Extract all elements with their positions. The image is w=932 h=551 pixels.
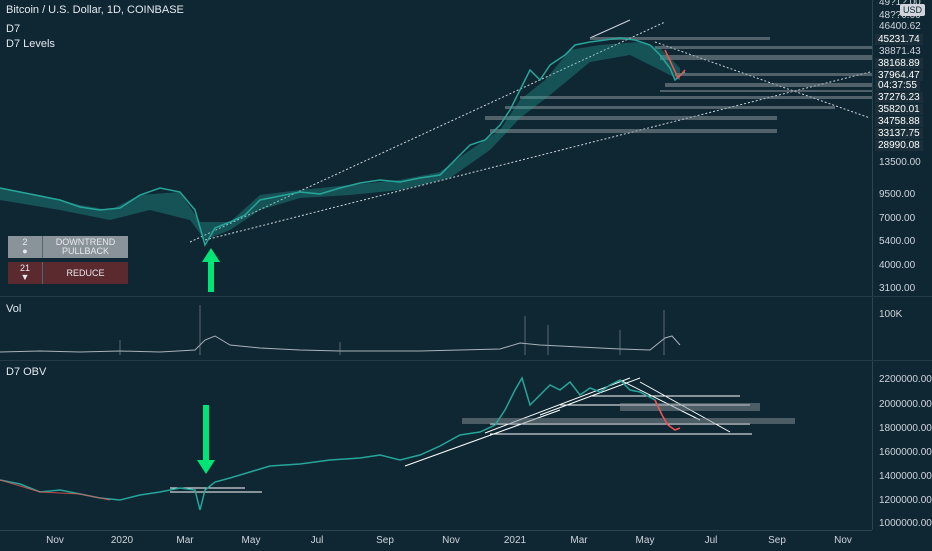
obv-levels bbox=[462, 403, 795, 424]
obv-tick: 1400000.00 bbox=[879, 471, 932, 482]
price-axis[interactable]: 49?1?.00 48??0.00 46400.62 45231.74 3887… bbox=[872, 0, 932, 296]
volume-ma bbox=[0, 335, 681, 353]
price-tick: 5400.00 bbox=[879, 236, 916, 247]
signal-row: 21 ▼ REDUCE bbox=[8, 262, 128, 284]
signal-marker: ● bbox=[22, 246, 28, 256]
time-tick: Jul bbox=[310, 535, 324, 546]
indicator-d7-levels[interactable]: D7 Levels bbox=[6, 38, 55, 50]
price-tag: 34758.88 bbox=[875, 116, 923, 127]
signal-label: REDUCE bbox=[66, 267, 105, 278]
price-series bbox=[0, 37, 686, 247]
time-tick: 2021 bbox=[503, 535, 527, 546]
price-tag: 38168.89 bbox=[875, 58, 923, 69]
indicator-d7[interactable]: D7 bbox=[6, 23, 21, 35]
obv-pane[interactable] bbox=[0, 361, 872, 530]
time-tick: Sep bbox=[768, 535, 786, 546]
obv-tick: 1000000.00 bbox=[879, 518, 932, 529]
price-tag: 45231.74 bbox=[875, 34, 923, 45]
obv-tick: 1800000.00 bbox=[879, 423, 932, 434]
price-tick: 49?1?.00 bbox=[879, 0, 921, 8]
obv-series bbox=[0, 376, 663, 511]
price-tick: 7000.00 bbox=[879, 213, 916, 224]
price-tick: 48??0.00 bbox=[879, 10, 921, 21]
signal-marker: ▼ bbox=[20, 272, 30, 282]
volume-label[interactable]: Vol bbox=[6, 303, 22, 315]
time-tick: 2020 bbox=[110, 535, 134, 546]
obv-tick: 1600000.00 bbox=[879, 447, 932, 458]
price-tick: 13500.00 bbox=[879, 157, 921, 168]
down-arrow-marker bbox=[197, 405, 215, 474]
price-tag: 35820.01 bbox=[875, 104, 923, 115]
time-tick: Sep bbox=[376, 535, 394, 546]
chart-canvas[interactable] bbox=[0, 0, 872, 530]
trendline bbox=[589, 19, 631, 39]
price-tick: 4000.00 bbox=[879, 260, 916, 271]
signal-count: 2 bbox=[22, 237, 28, 247]
countdown-tag: 04:37:55 bbox=[875, 80, 920, 91]
time-tick: Jul bbox=[704, 535, 718, 546]
obv-axis[interactable]: 2200000.00 2000000.00 1800000.00 1600000… bbox=[872, 361, 932, 530]
obv-tick: 2200000.00 bbox=[879, 374, 932, 385]
volume-pane[interactable] bbox=[0, 297, 872, 360]
price-tick: 38871.43 bbox=[879, 46, 921, 57]
price-pane[interactable] bbox=[0, 0, 872, 296]
price-tick: 46400.62 bbox=[879, 21, 921, 32]
price-series-down bbox=[664, 49, 686, 80]
price-tag: 33137.75 bbox=[875, 128, 923, 139]
volume-bars bbox=[119, 305, 665, 355]
obv-series-down bbox=[654, 399, 681, 431]
price-tag: 37964.47 bbox=[875, 70, 923, 81]
currency-badge[interactable]: USD bbox=[900, 4, 926, 16]
price-tick: 3100.00 bbox=[879, 283, 916, 294]
time-tick: Mar bbox=[176, 535, 194, 546]
obv-label[interactable]: D7 OBV bbox=[6, 366, 47, 378]
signal-row: 2 ● DOWNTREND PULLBACK bbox=[8, 236, 128, 258]
chart-title: Bitcoin / U.S. Dollar, 1D, COINBASE bbox=[6, 4, 184, 16]
time-tick: May bbox=[241, 535, 261, 546]
price-tick: 9500.00 bbox=[879, 189, 916, 200]
volume-tick: 100K bbox=[879, 309, 903, 320]
pane-separator[interactable] bbox=[0, 360, 932, 361]
time-tick: Nov bbox=[46, 535, 64, 546]
volume-axis[interactable]: 100K bbox=[872, 297, 932, 360]
obv-tick: 1200000.00 bbox=[879, 495, 932, 506]
price-levels bbox=[485, 37, 872, 133]
time-tick: Mar bbox=[570, 535, 588, 546]
signal-count: 21 bbox=[19, 263, 30, 273]
time-axis[interactable]: Nov 2020 Mar May Jul Sep Nov 2021 Mar Ma… bbox=[0, 530, 872, 551]
pane-separator[interactable] bbox=[0, 296, 932, 297]
obv-series-down bbox=[0, 479, 111, 501]
time-tick: Nov bbox=[442, 535, 460, 546]
signal-label: DOWNTREND PULLBACK bbox=[55, 237, 116, 256]
obv-tick: 2000000.00 bbox=[879, 399, 932, 410]
up-arrow-marker bbox=[202, 248, 220, 292]
trendline bbox=[189, 21, 666, 243]
price-tag: 28990.08 bbox=[875, 140, 923, 151]
price-tag: 37276.23 bbox=[875, 92, 923, 103]
time-tick: Nov bbox=[834, 535, 852, 546]
time-tick: May bbox=[635, 535, 655, 546]
